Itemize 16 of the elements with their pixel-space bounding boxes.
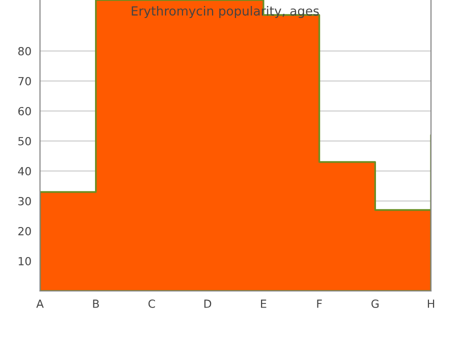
x-tick-label: C: [148, 300, 155, 308]
x-tick-label: G: [371, 300, 379, 308]
x-tick-label: H: [428, 300, 434, 308]
y-tick-label: 60: [18, 106, 31, 116]
y-tick-label: 20: [18, 226, 31, 236]
x-tick-label: B: [93, 300, 99, 308]
x-tick-label: F: [317, 300, 322, 308]
y-tick-label: 10: [18, 256, 31, 266]
y-tick-label: 50: [18, 136, 31, 146]
y-tick-label: 80: [18, 46, 31, 56]
y-tick-label: 40: [18, 166, 31, 176]
x-tick-label: A: [36, 300, 44, 308]
y-tick-label: 30: [18, 196, 31, 206]
x-tick-label: D: [204, 300, 212, 308]
y-tick-label: 70: [18, 76, 31, 86]
x-tick-label: E: [261, 300, 266, 308]
